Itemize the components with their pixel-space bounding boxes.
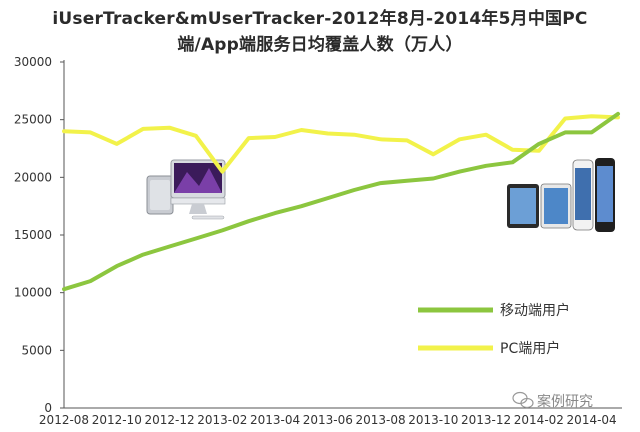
x-tick-label: 2013-12	[461, 413, 511, 427]
watermark-text: 案例研究	[537, 393, 593, 410]
wechat-logo-icon	[512, 391, 534, 409]
chart-title-line2: 端/App端服务日均覆盖人数（万人）	[177, 35, 463, 55]
x-tick-label: 2013-02	[197, 413, 247, 427]
x-tick-label: 2013-04	[250, 413, 300, 427]
x-tick-label: 2014-02	[514, 413, 564, 427]
y-axis-tick-labels: 0 5000 10000 15000 20000 25000 30000	[14, 55, 52, 415]
y-tick-label: 10000	[14, 286, 52, 300]
y-tick-label: 5000	[21, 343, 52, 357]
series-line-pc	[62, 114, 620, 174]
chart-legend: 移动端用户 PC端用户	[418, 302, 570, 357]
y-tick-label: 20000	[14, 170, 52, 184]
legend-label-pc: PC端用户	[500, 340, 560, 357]
y-tick-label: 0	[44, 401, 52, 415]
x-tick-label: 2012-12	[144, 413, 194, 427]
x-tick-label: 2013-08	[356, 413, 406, 427]
watermark: 案例研究	[512, 391, 593, 410]
x-tick-label: 2014-04	[567, 413, 617, 427]
legend-label-mobile: 移动端用户	[500, 302, 570, 319]
imac-computer-icon	[146, 159, 226, 220]
x-axis-tick-labels: 2012-08 2012-10 2012-12 2013-02 2013-04 2013-…	[39, 413, 617, 427]
y-tick-label: 30000	[14, 55, 52, 69]
chart-series	[62, 111, 620, 292]
x-tick-label: 2013-10	[408, 413, 458, 427]
chart-axes	[60, 60, 622, 409]
chart-title-line1: iUserTracker&mUserTracker-2012年8月-2014年5…	[52, 9, 588, 29]
tablet-phone-devices-icon	[507, 158, 615, 232]
series-line-mobile	[62, 111, 620, 292]
x-tick-label: 2012-10	[92, 413, 142, 427]
y-tick-label: 25000	[14, 113, 52, 127]
y-tick-label: 15000	[14, 228, 52, 242]
x-tick-label: 2013-06	[303, 413, 353, 427]
x-tick-label: 2012-08	[39, 413, 89, 427]
